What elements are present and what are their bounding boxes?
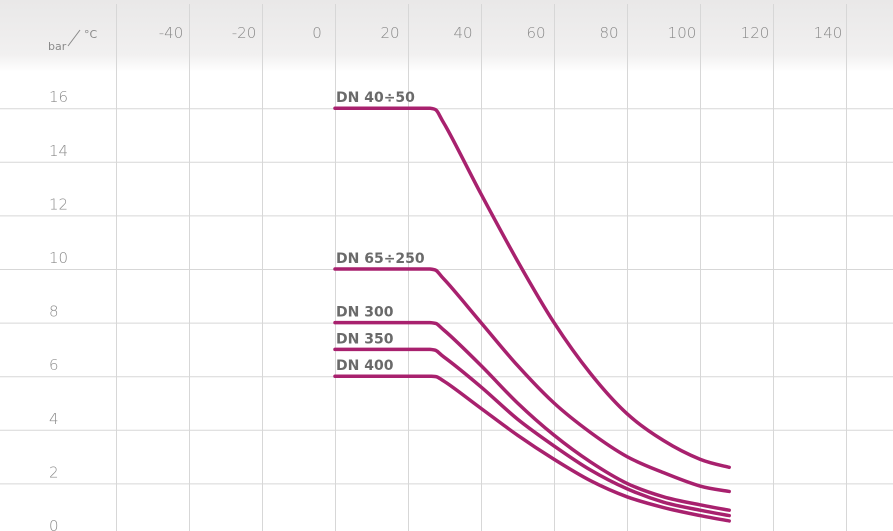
y-tick-label: 0 [49, 517, 59, 531]
x-tick-label: -40 [159, 24, 184, 42]
y-tick-label: 4 [49, 410, 59, 428]
y-tick-label: 14 [49, 142, 68, 160]
x-tick-label: 0 [312, 24, 322, 42]
x-tick-label: 20 [380, 24, 399, 42]
series-line [333, 106, 731, 470]
x-tick-label: 140 [814, 24, 843, 42]
series-line [333, 267, 731, 494]
corner-divider [67, 29, 81, 47]
x-tick-label: 40 [453, 24, 472, 42]
y-tick-label: 2 [49, 463, 59, 481]
series-label: DN 300 [336, 305, 394, 321]
header-band [0, 0, 893, 72]
series-line [333, 374, 731, 523]
x-axis-ticks: -40 -20 0 20 40 60 80 100 120 140 [159, 24, 843, 42]
y-tick-label: 8 [49, 303, 59, 321]
x-tick-label: 60 [526, 24, 545, 42]
x-tick-label: 120 [741, 24, 770, 42]
x-tick-label: 80 [599, 24, 618, 42]
series-labels: DN 40÷50 DN 65÷250 DN 300 DN 350 DN 400 [336, 90, 425, 374]
series-line [333, 320, 731, 512]
y-tick-label: 10 [49, 249, 68, 267]
grid [0, 4, 893, 531]
y-unit-label: bar [48, 40, 67, 53]
series-line [333, 347, 731, 518]
y-tick-label: 16 [49, 88, 68, 106]
y-axis-ticks: 16 14 12 10 8 6 4 2 0 [49, 88, 68, 531]
corner-label: bar °C [48, 28, 98, 53]
series-label: DN 400 [336, 358, 394, 374]
series-label: DN 65÷250 [336, 251, 425, 267]
x-unit-label: °C [84, 28, 98, 41]
x-tick-label: 100 [668, 24, 697, 42]
series-label: DN 350 [336, 331, 394, 347]
x-tick-label: -20 [232, 24, 257, 42]
y-tick-label: 6 [49, 356, 59, 374]
series-label: DN 40÷50 [336, 90, 415, 106]
y-tick-label: 12 [49, 195, 68, 213]
series-lines [333, 106, 731, 523]
